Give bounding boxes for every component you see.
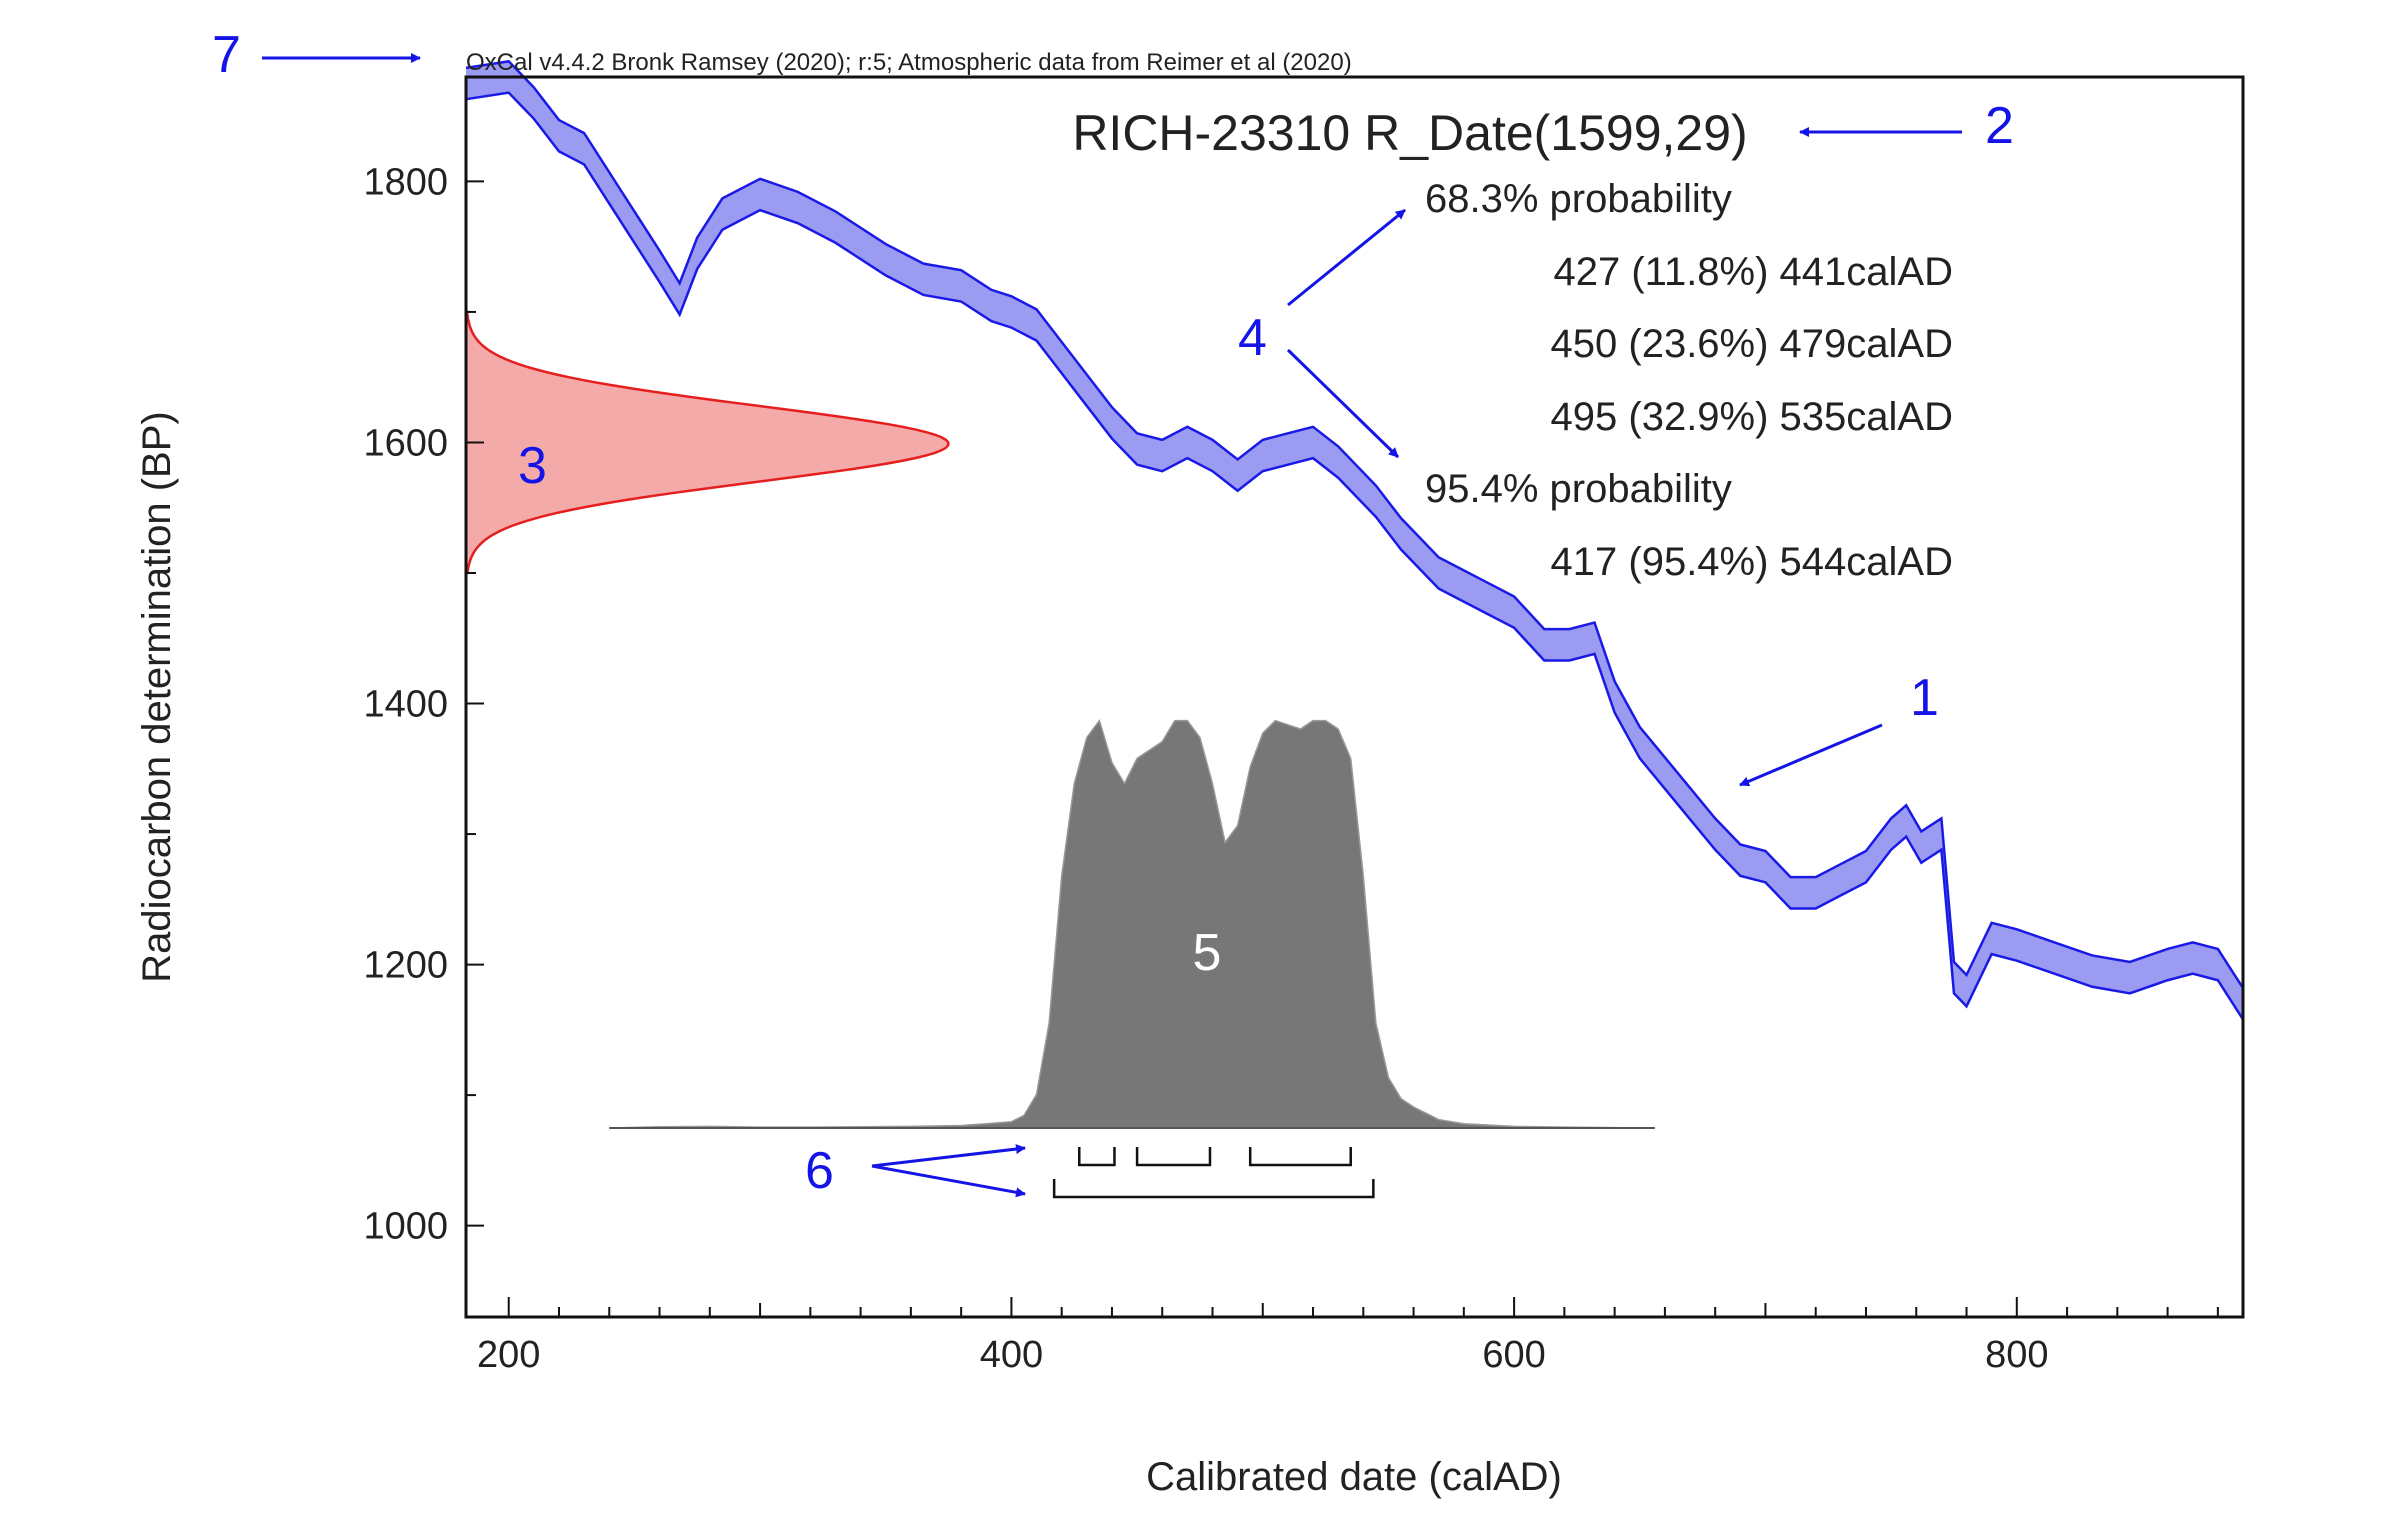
range-bracket-95-1 [1052, 1179, 1375, 1199]
chart-title: RICH-23310 R_Date(1599,29) [1072, 105, 1747, 161]
y-tick-label: 1200 [363, 945, 448, 987]
p68-range-3: 495 (32.9%) 535calAD [1551, 395, 1953, 439]
y-tick-label: 1800 [363, 161, 448, 203]
y-tick-label: 1000 [363, 1206, 448, 1248]
posterior-layer [609, 718, 1655, 1129]
radiocarbon-date-distribution [464, 310, 950, 575]
x-tick-label: 200 [477, 1334, 540, 1376]
annotation-4: 4 [1238, 309, 1267, 367]
annotation-7: 7 [212, 26, 241, 84]
arrow-6-bottom [871, 1164, 1026, 1198]
axes-layer: 200 400 600 800 1000 1200 1400 1600 1800 [363, 161, 2219, 1376]
annotation-5: 5 [1193, 924, 1222, 982]
annotation-2: 2 [1985, 97, 2014, 155]
annotation-3: 3 [518, 437, 547, 495]
range-bracket-68-3 [1248, 1147, 1352, 1167]
range-bracket-68-2 [1135, 1147, 1212, 1167]
x-axis-label: Calibrated date (calAD) [1146, 1455, 1562, 1499]
posterior-distribution [609, 718, 1655, 1129]
radiocarbon-date-layer [464, 310, 950, 575]
calibration-curve-upper-edge [465, 60, 2245, 989]
x-tick-label: 800 [1985, 1334, 2048, 1376]
calibration-curve-layer [465, 60, 2245, 1021]
attribution-text: OxCal v4.4.2 Bronk Ramsey (2020); r:5; A… [466, 49, 1352, 76]
arrow-4-up [1287, 208, 1406, 307]
range-bracket-68-1 [1078, 1147, 1116, 1167]
y-tick-label: 1400 [363, 684, 448, 726]
annotation-1: 1 [1910, 669, 1939, 727]
x-tick-label: 600 [1482, 1334, 1545, 1376]
p68-range-1: 427 (11.8%) 441calAD [1554, 250, 1954, 294]
p68-range-2: 450 (23.6%) 479calAD [1551, 322, 1953, 366]
y-tick-label: 1600 [363, 422, 448, 464]
plot-frame [464, 75, 2245, 1319]
p68-label: 68.3% probability [1425, 177, 1732, 221]
x-tick-label: 400 [980, 1334, 1043, 1376]
annotation-6: 6 [805, 1142, 834, 1200]
p95-label: 95.4% probability [1425, 467, 1732, 511]
y-axis-label: Radiocarbon determination (BP) [135, 411, 179, 982]
p95-range-1: 417 (95.4%) 544calAD [1551, 540, 1953, 584]
arrow-6-top [871, 1144, 1026, 1168]
arrow-1 [1739, 723, 1883, 787]
calibration-curve-lower-edge [465, 91, 2245, 1021]
arrow-4-down [1286, 348, 1400, 459]
range-brackets-layer [1052, 1147, 1375, 1199]
